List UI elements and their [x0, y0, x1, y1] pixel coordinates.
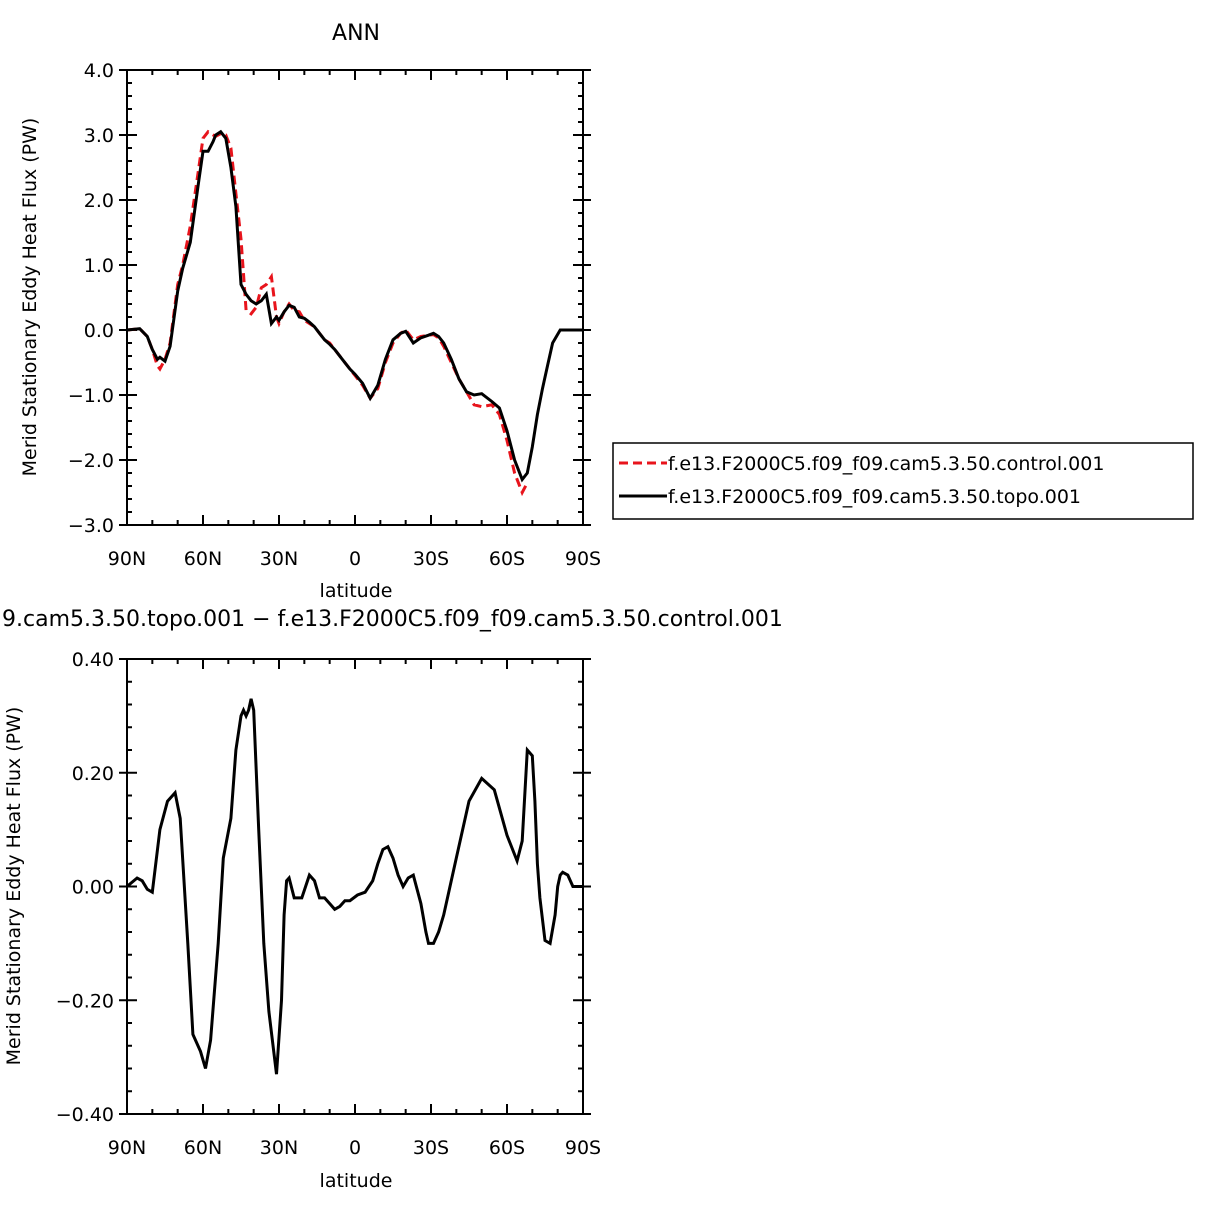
top-y-tick-label: 0.0	[84, 320, 114, 342]
top-x-tick-label: 0	[349, 548, 361, 570]
bottom-x-tick-label: 90N	[108, 1137, 146, 1159]
top-panel-x-tick-labels: 90N 60N 30N 0 30S 60S 90S	[108, 548, 601, 570]
bottom-x-axis-title: latitude	[320, 1170, 393, 1192]
top-y-tick-label: 1.0	[84, 255, 114, 277]
top-y-tick-label: −1.0	[68, 385, 114, 407]
bottom-y-tick-label: −0.20	[56, 990, 114, 1012]
bottom-panel-series	[126, 698, 583, 1075]
top-y-tick-label: 2.0	[84, 190, 114, 212]
series-line-control	[126, 129, 529, 497]
bottom-panel-ticks	[119, 658, 591, 1115]
bottom-y-tick-label: 0.40	[72, 649, 114, 671]
top-y-tick-label: −3.0	[68, 515, 114, 537]
top-y-axis-title: Merid Stationary Eddy Heat Flux (PW)	[19, 118, 41, 477]
top-y-tick-label: 4.0	[84, 60, 114, 82]
bottom-x-tick-label: 30N	[260, 1137, 298, 1159]
bottom-x-tick-label: 0	[349, 1137, 361, 1159]
bottom-x-tick-label: 30S	[413, 1137, 449, 1159]
bottom-panel-x-tick-labels: 90N 60N 30N 0 30S 60S 90S	[108, 1137, 601, 1159]
bottom-y-tick-label: −0.40	[56, 1104, 114, 1126]
top-x-tick-label: 90N	[108, 548, 146, 570]
top-x-tick-label: 30S	[413, 548, 449, 570]
top-x-tick-label: 60N	[184, 548, 222, 570]
bottom-x-tick-label: 90S	[565, 1137, 601, 1159]
bottom-x-tick-label: 60N	[184, 1137, 222, 1159]
top-plot-frame	[126, 69, 584, 526]
bottom-y-tick-label: 0.20	[72, 763, 114, 785]
top-panel-series	[126, 129, 583, 497]
top-y-tick-label: −2.0	[68, 450, 114, 472]
top-x-axis-title: latitude	[320, 580, 393, 602]
bottom-panel-y-tick-labels: 0.40 0.20 0.00 −0.20 −0.40	[56, 649, 114, 1126]
bottom-y-axis-title: Merid Stationary Eddy Heat Flux (PW)	[3, 707, 25, 1066]
top-panel-ticks	[119, 69, 591, 526]
bottom-plot-frame	[126, 658, 584, 1115]
bottom-y-tick-label: 0.00	[72, 877, 114, 899]
top-y-tick-label: 3.0	[84, 125, 114, 147]
series-line-difference	[126, 698, 583, 1075]
legend-box	[612, 442, 1194, 520]
legend: f.e13.F2000C5.f09_f09.cam5.3.50.control.…	[612, 442, 1194, 520]
top-x-tick-label: 90S	[565, 548, 601, 570]
top-x-tick-label: 60S	[489, 548, 525, 570]
top-panel-title: ANN	[332, 21, 380, 46]
legend-label-topo: f.e13.F2000C5.f09_f09.cam5.3.50.topo.001	[668, 486, 1081, 508]
top-x-tick-label: 30N	[260, 548, 298, 570]
bottom-x-tick-label: 60S	[489, 1137, 525, 1159]
bottom-panel-title: 9.cam5.3.50.topo.001 − f.e13.F2000C5.f09…	[2, 607, 783, 632]
top-panel-y-tick-labels: 4.0 3.0 2.0 1.0 0.0 −1.0 −2.0 −3.0	[68, 60, 114, 537]
bottom-panel: 9.cam5.3.50.topo.001 − f.e13.F2000C5.f09…	[2, 607, 783, 1192]
top-panel: ANN 90N 60N 30N 0 30S 60S 90S 4.0 3.0 2.0 1.0 0.0 −…	[19, 21, 1194, 602]
series-line-topo	[126, 129, 583, 483]
legend-label-control: f.e13.F2000C5.f09_f09.cam5.3.50.control.…	[668, 453, 1104, 475]
